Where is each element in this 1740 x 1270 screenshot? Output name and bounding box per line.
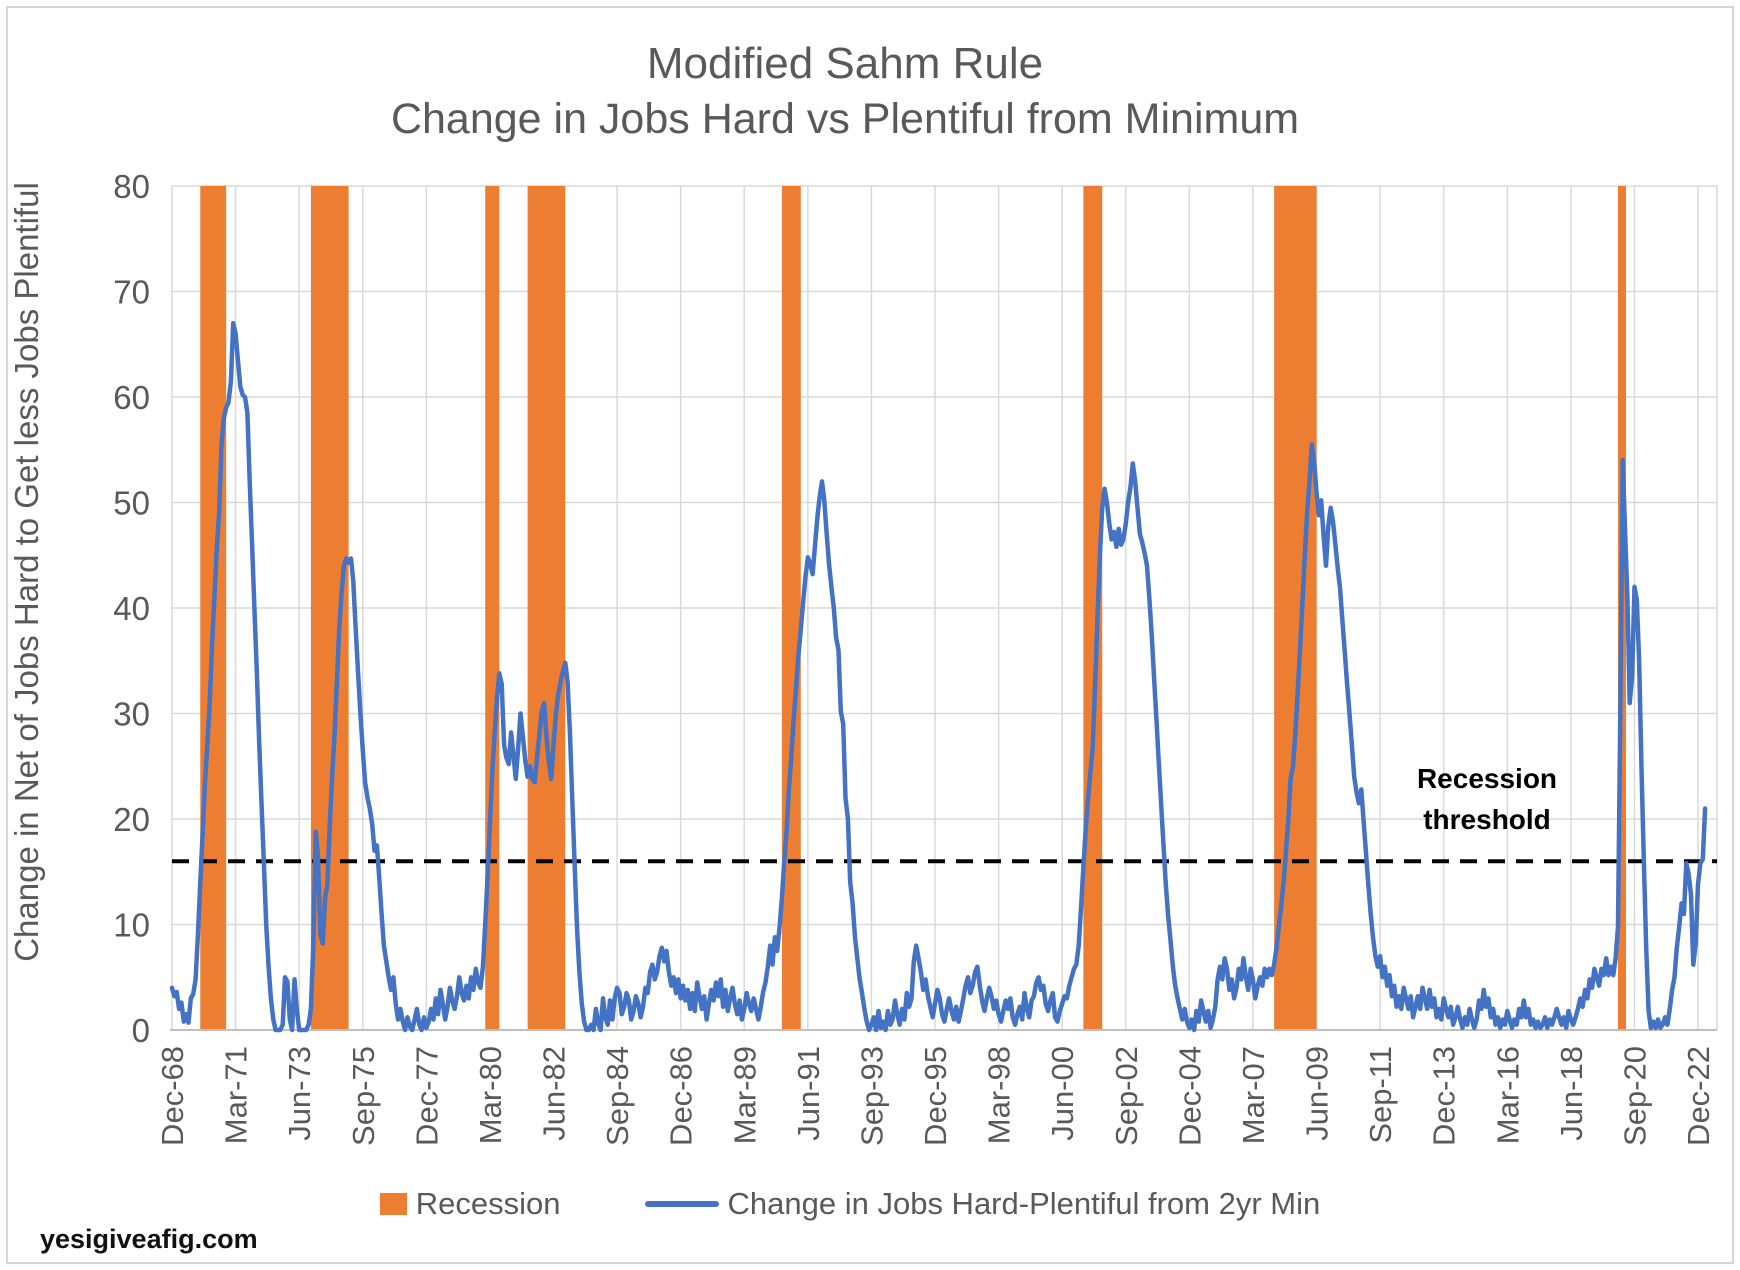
x-tick-label: Dec-04 xyxy=(1172,1046,1207,1146)
chart-title-line1: Modified Sahm Rule xyxy=(646,39,1044,88)
y-tick-label: 40 xyxy=(113,590,150,627)
legend-item-series: Change in Jobs Hard-Plentiful from 2yr M… xyxy=(644,1186,1321,1222)
x-tick-label: Mar-71 xyxy=(219,1046,254,1144)
series-line-swatch-icon xyxy=(644,1201,719,1207)
x-tick-label: Mar-80 xyxy=(473,1046,508,1144)
x-tick-label: Mar-07 xyxy=(1236,1046,1271,1144)
x-tick-label: Sep-93 xyxy=(854,1046,889,1146)
y-tick-label: 10 xyxy=(113,907,150,944)
legend-label-recession: Recession xyxy=(415,1186,561,1221)
threshold-annotation-line2: threshold xyxy=(1423,804,1551,835)
threshold-annotation-line1: Recession xyxy=(1416,763,1558,794)
legend-label-series: Change in Jobs Hard-Plentiful from 2yr M… xyxy=(727,1186,1321,1221)
x-tick-label: Jun-00 xyxy=(1045,1046,1080,1141)
y-tick-label: 50 xyxy=(113,485,150,522)
x-tick-label: Mar-16 xyxy=(1490,1046,1525,1144)
chart-title-line2: Change in Jobs Hard vs Plentiful from Mi… xyxy=(390,95,1300,143)
x-tick-label: Mar-98 xyxy=(982,1046,1017,1144)
watermark: yesigiveafig.com xyxy=(40,1224,258,1254)
y-tick-label: 70 xyxy=(113,274,150,311)
x-tick-label: Jun-91 xyxy=(791,1046,826,1141)
x-tick-label: Dec-86 xyxy=(664,1046,699,1146)
recession-swatch-icon xyxy=(379,1193,407,1215)
recession-band xyxy=(781,186,801,1030)
x-tick-label: Dec-95 xyxy=(918,1046,953,1146)
legend: Recession Change in Jobs Hard-Plentiful … xyxy=(0,1178,1700,1230)
x-tick-label: Jun-18 xyxy=(1554,1046,1589,1141)
legend-item-recession: Recession xyxy=(379,1186,561,1222)
x-tick-label: Sep-20 xyxy=(1617,1046,1652,1146)
x-tick-label: Jun-82 xyxy=(537,1046,572,1141)
x-tick-label: Jun-09 xyxy=(1300,1046,1335,1141)
recession-band xyxy=(527,186,566,1030)
x-tick-label: Sep-11 xyxy=(1363,1046,1398,1144)
x-tick-label: Dec-22 xyxy=(1681,1046,1716,1146)
x-tick-label: Sep-02 xyxy=(1109,1046,1144,1146)
y-tick-label: 20 xyxy=(113,801,150,838)
data-line xyxy=(169,320,1708,1033)
x-tick-label: Sep-84 xyxy=(600,1046,635,1146)
x-tick-label: Dec-77 xyxy=(409,1046,444,1146)
y-tick-label: 0 xyxy=(132,1012,150,1049)
x-tick-label: Dec-68 xyxy=(155,1046,190,1146)
y-tick-label: 80 xyxy=(113,168,150,205)
threshold-annotation: Recession threshold xyxy=(1358,758,1616,840)
x-tick-label: Dec-13 xyxy=(1427,1046,1462,1146)
y-tick-label: 30 xyxy=(113,696,150,733)
y-tick-label: 60 xyxy=(113,379,150,416)
recession-band xyxy=(310,186,349,1030)
x-tick-label: Mar-89 xyxy=(727,1046,762,1144)
chart-title: Modified Sahm Rule Change in Jobs Hard v… xyxy=(0,36,1690,146)
x-tick-label: Jun-73 xyxy=(282,1046,317,1141)
x-tick-label: Sep-75 xyxy=(346,1046,381,1146)
